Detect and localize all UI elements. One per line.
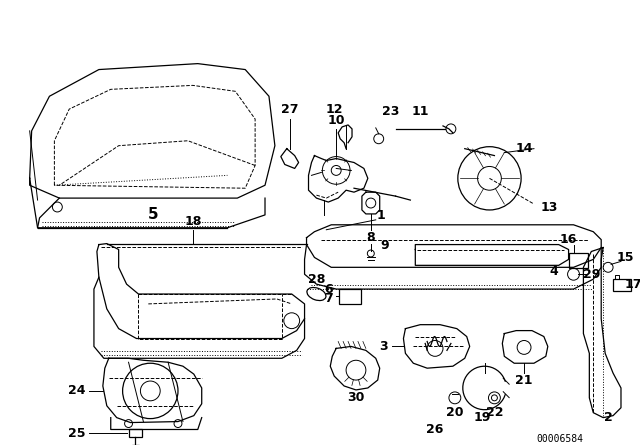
Ellipse shape bbox=[307, 288, 326, 301]
Bar bbox=[568, 254, 588, 268]
Text: 16: 16 bbox=[560, 233, 577, 246]
Text: 30: 30 bbox=[348, 392, 365, 405]
Text: 20: 20 bbox=[446, 406, 463, 419]
Text: 21: 21 bbox=[515, 374, 533, 387]
Text: 26: 26 bbox=[426, 423, 444, 436]
Text: 5: 5 bbox=[148, 207, 159, 222]
Text: 28: 28 bbox=[308, 273, 325, 286]
Text: 8: 8 bbox=[367, 231, 375, 244]
Text: 3: 3 bbox=[380, 340, 388, 353]
Text: 7: 7 bbox=[324, 293, 333, 306]
Text: 14: 14 bbox=[515, 142, 533, 155]
Text: 12: 12 bbox=[326, 103, 343, 116]
Text: 17: 17 bbox=[624, 278, 640, 291]
Text: 13: 13 bbox=[540, 202, 557, 215]
Bar bbox=[613, 279, 631, 291]
Text: 29: 29 bbox=[582, 268, 600, 281]
Bar bbox=[129, 430, 142, 437]
Text: 9: 9 bbox=[380, 239, 389, 252]
Bar bbox=[131, 445, 140, 448]
Text: 24: 24 bbox=[68, 384, 86, 397]
Text: 19: 19 bbox=[474, 411, 492, 424]
Text: 10: 10 bbox=[328, 115, 345, 128]
Text: 18: 18 bbox=[184, 215, 202, 228]
Text: 15: 15 bbox=[616, 251, 634, 264]
Text: 23: 23 bbox=[382, 104, 399, 117]
Text: 1: 1 bbox=[376, 209, 385, 222]
Text: 25: 25 bbox=[68, 427, 86, 440]
Bar bbox=[339, 289, 361, 304]
Text: 6: 6 bbox=[324, 283, 333, 296]
Text: 27: 27 bbox=[281, 103, 298, 116]
Text: 4: 4 bbox=[549, 265, 558, 278]
Text: 00006584: 00006584 bbox=[536, 435, 584, 444]
Text: 22: 22 bbox=[486, 406, 503, 419]
Text: 11: 11 bbox=[412, 104, 429, 117]
Text: 2: 2 bbox=[604, 411, 612, 424]
